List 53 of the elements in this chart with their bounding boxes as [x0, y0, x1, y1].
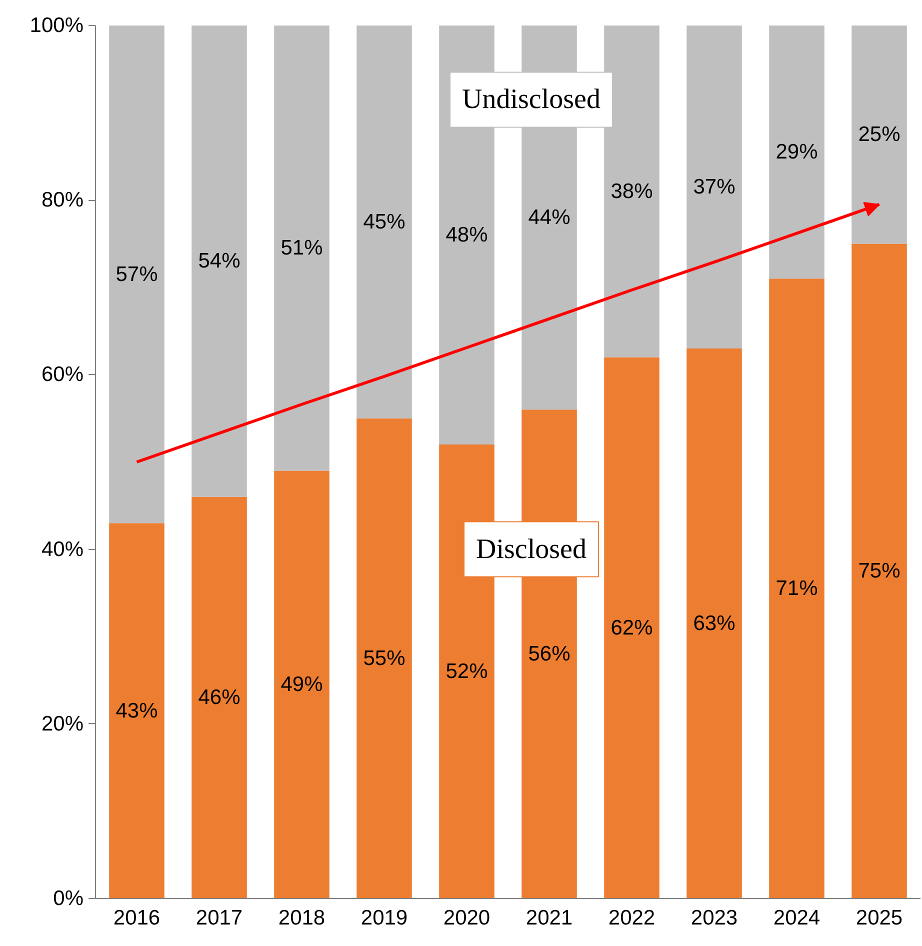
data-label: 46% [198, 686, 240, 710]
data-label: 57% [116, 262, 158, 286]
y-tick-label: 0% [53, 887, 84, 910]
bar [686, 26, 742, 349]
bar [192, 26, 247, 497]
bar [274, 470, 330, 898]
x-tick-label: 2025 [856, 906, 903, 930]
y-tick-label: 80% [41, 188, 84, 212]
x-tick-label: 2019 [360, 906, 408, 930]
x-tick-label: 2023 [690, 906, 738, 930]
bar [109, 26, 164, 524]
bar [769, 278, 824, 898]
x-tick-label: 2022 [608, 906, 656, 930]
data-label: 43% [116, 699, 158, 722]
bar [274, 26, 330, 471]
data-label: 75% [858, 560, 900, 583]
data-label: 51% [280, 236, 323, 260]
data-label: 25% [858, 123, 900, 146]
x-tick-label: 2020 [443, 906, 490, 930]
data-label: 49% [280, 673, 323, 696]
data-label: 29% [776, 140, 818, 164]
bar [852, 244, 907, 898]
bar [356, 418, 412, 898]
data-label: 62% [610, 616, 653, 640]
data-label: 71% [776, 577, 818, 600]
x-tick-label: 2024 [773, 906, 820, 930]
data-label: 45% [363, 210, 406, 234]
y-tick-label: 60% [41, 363, 84, 386]
bar [604, 357, 660, 898]
data-label: 48% [446, 224, 488, 247]
y-tick-label: 20% [41, 712, 84, 736]
x-tick-label: 2016 [113, 906, 160, 930]
bar [686, 348, 742, 898]
y-tick-label: 100% [30, 14, 84, 37]
data-label: 38% [610, 180, 653, 203]
bar [109, 523, 164, 898]
data-label: 56% [528, 642, 570, 666]
bar [769, 26, 824, 279]
x-tick-label: 2018 [278, 906, 326, 930]
bar [852, 26, 907, 244]
data-label: 55% [363, 646, 406, 670]
bar [192, 496, 247, 898]
x-tick-label: 2021 [526, 906, 573, 930]
data-label: 54% [198, 250, 240, 273]
data-label: 37% [693, 176, 736, 199]
x-tick-label: 2017 [196, 906, 243, 930]
data-label: 44% [528, 206, 570, 230]
y-tick-label: 40% [41, 538, 84, 561]
series-label: Disclosed [476, 534, 586, 565]
data-label: 63% [693, 612, 736, 636]
data-label: 52% [446, 660, 488, 684]
series-label: Undisclosed [462, 84, 600, 116]
bar [356, 26, 412, 418]
